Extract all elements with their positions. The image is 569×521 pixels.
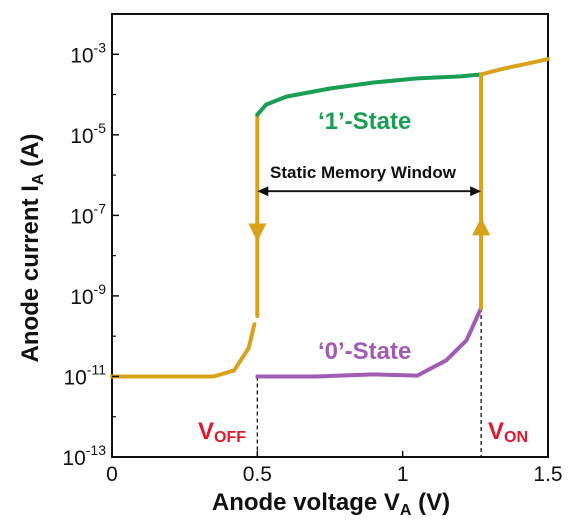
y-tick-label-5: 10-13 [62,442,106,470]
memory-window-arrowhead-right [470,186,482,197]
state0-label: ‘0’-State [318,338,411,365]
marker-layer [248,186,491,242]
y-tick-label-1: 10-5 [70,120,106,148]
y-axis-title: Anode current IA (A) [17,134,47,363]
tick-layer: 0 0.5 1 1.5 10-3 10-5 10-7 10-9 10-11 10-13 [62,39,562,486]
down-arrow-marker [248,223,267,242]
y-tick-label-3: 10-9 [70,281,106,309]
x-tick-label-0: 0 [106,463,118,486]
series-line-0 [110,322,257,379]
series-line-2 [255,72,484,117]
y-tick-label-2: 10-7 [70,200,106,228]
x-tick-label-3: 1.5 [533,463,562,486]
plot-border [111,13,549,458]
memory-window-label: Static Memory Window [270,163,457,182]
up-arrow-marker [472,217,491,236]
voff-label: VOFF [198,418,246,446]
series-layer [110,57,550,379]
state1-label: ‘1’-State [318,108,411,135]
x-tick-label-2: 1 [397,463,409,486]
series-line-3 [255,306,484,379]
x-tick-label-1: 0.5 [243,463,272,486]
y-tick-label-4: 10-11 [63,361,106,389]
y-tick-label-0: 10-3 [70,39,106,67]
memory-window-arrowhead-left [257,186,269,197]
plot-frame [111,13,549,458]
von-label: VON [488,418,528,446]
series-line-5 [479,57,550,77]
x-axis-title: Anode voltage VA (V) [212,489,450,519]
